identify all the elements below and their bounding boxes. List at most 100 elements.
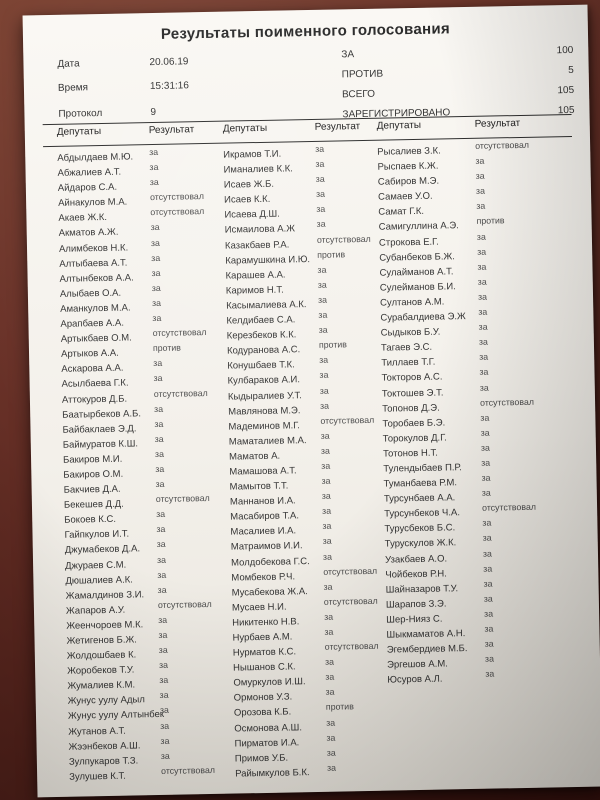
deputy-result: за — [150, 237, 160, 248]
deputy-result: за — [154, 448, 165, 459]
deputy-result: за — [481, 487, 491, 498]
deputy-result: за — [159, 690, 169, 701]
deputy-result: за — [150, 222, 160, 233]
deputy-result: за — [322, 551, 333, 562]
result-header: Результат — [314, 121, 361, 133]
deputy-result: за — [158, 644, 168, 656]
deputy-result: за — [154, 433, 164, 444]
deputy-result: за — [160, 720, 170, 731]
deputy-result: за — [152, 312, 162, 324]
date-value: 20.06.19 — [149, 56, 189, 69]
deputy-result: за — [478, 306, 488, 317]
deputies-header: Депутаты — [222, 122, 268, 135]
deputy-result: за — [153, 373, 163, 384]
deputy-result: отсутствовал — [479, 396, 535, 408]
against-label: ПРОТИВ — [341, 68, 384, 81]
deputy-result: против — [317, 249, 346, 260]
deputy-result: за — [315, 158, 325, 169]
deputy-result: отсутствовал — [324, 640, 379, 652]
result-header: Результат — [148, 124, 195, 137]
deputy-result: за — [156, 539, 166, 550]
deputy-result: за — [157, 584, 167, 595]
for-label: ЗА — [341, 49, 355, 61]
deputy-result: за — [324, 611, 334, 622]
deputies-column-2: Депутаты Результат Икрамов Т.И. за Иманали… — [223, 121, 386, 779]
deputy-result: за — [476, 201, 486, 212]
deputy-result: за — [154, 403, 164, 414]
deputy-result: за — [326, 747, 336, 758]
for-value: 100 — [556, 44, 574, 57]
deputy-result: за — [317, 264, 327, 275]
deputy-result: за — [482, 517, 492, 529]
protocol-value: 9 — [150, 106, 157, 119]
deputy-row: Юсуров А.Л. за — [387, 666, 583, 686]
deputy-result: отсутствовал — [155, 493, 210, 505]
deputy-result: за — [477, 261, 487, 272]
deputy-result: отсутствовал — [316, 233, 371, 245]
deputy-result: за — [315, 143, 325, 154]
deputy-result: за — [318, 309, 328, 320]
deputy-result: за — [326, 717, 336, 728]
deputy-result: отсутствовал — [153, 387, 208, 399]
deputy-result: за — [326, 762, 337, 773]
deputy-result: за — [480, 412, 490, 423]
time-label: Время — [57, 82, 89, 94]
deputy-result: за — [156, 509, 166, 520]
deputy-rows: Икрамов Т.И. за Иманалиев К.К. за Исаев Ж.Б.… — [223, 142, 385, 780]
deputy-result: за — [484, 638, 494, 649]
deputy-result: за — [477, 246, 487, 257]
deputy-result: за — [482, 533, 492, 544]
deputy-result: за — [158, 614, 168, 625]
deputy-result: за — [319, 370, 329, 381]
deputy-name: Райымкулов Б.К. — [235, 766, 310, 780]
deputy-result: за — [315, 189, 326, 200]
deputy-result: отсутствовал — [481, 501, 537, 514]
deputies-column-3: Депутаты Результат Рысалиев З.К. отсутств… — [376, 117, 584, 686]
deputy-result: за — [156, 554, 167, 565]
deputy-result: за — [482, 548, 492, 559]
deputy-result: за — [316, 204, 326, 215]
deputy-result: за — [321, 490, 331, 501]
deputy-result: против — [152, 342, 182, 354]
deputy-result: отсутствовал — [150, 206, 205, 218]
deputy-result: за — [158, 629, 168, 640]
deputy-result: за — [476, 231, 486, 242]
deputy-result: за — [159, 705, 169, 716]
deputies-column-1: Депутаты Результат Абдылдаев М.Ю. за Абжал… — [57, 124, 234, 782]
deputy-result: отсутствовал — [323, 565, 378, 577]
deputy-result: за — [475, 170, 485, 182]
deputy-result: за — [483, 563, 493, 574]
deputy-result: отсутствовал — [149, 191, 205, 203]
deputy-rows: Рысалиев З.К. отсутствовал Рыспаев К.Ж. за С… — [377, 138, 583, 686]
document-title: Результаты поименного голосования — [160, 20, 451, 43]
deputy-result: за — [484, 608, 494, 619]
deputy-result: против — [318, 339, 348, 351]
deputy-result: за — [481, 472, 491, 483]
deputy-result: за — [159, 675, 169, 686]
deputy-result: отсутствовал — [160, 764, 216, 776]
deputy-result: за — [485, 668, 495, 680]
date-label: Дата — [57, 58, 80, 70]
deputy-result: отсутствовал — [157, 598, 212, 610]
deputy-name: Зулушев К.Т. — [69, 770, 127, 783]
deputy-result: за — [483, 593, 493, 604]
deputy-result: за — [160, 750, 170, 761]
deputy-result: за — [483, 578, 493, 589]
deputy-result: за — [154, 418, 164, 429]
deputy-result: за — [478, 321, 488, 332]
deputy-result: за — [321, 475, 331, 486]
deputy-result: за — [322, 521, 332, 532]
meta-time-row: Время 15:31:16 — [58, 78, 288, 106]
protocol-label: Протокол — [58, 107, 103, 120]
deputy-result: против — [476, 215, 505, 227]
deputies-header: Депутаты — [376, 119, 422, 132]
deputy-result: за — [157, 569, 167, 580]
deputy-result: за — [326, 732, 336, 743]
deputy-result: за — [321, 460, 331, 471]
deputy-result: за — [149, 146, 159, 158]
deputy-result: за — [156, 524, 166, 535]
deputy-result: за — [478, 336, 488, 348]
deputy-result: отсутствовал — [320, 414, 375, 426]
deputy-result: за — [480, 427, 490, 438]
deputy-result: за — [481, 457, 491, 468]
